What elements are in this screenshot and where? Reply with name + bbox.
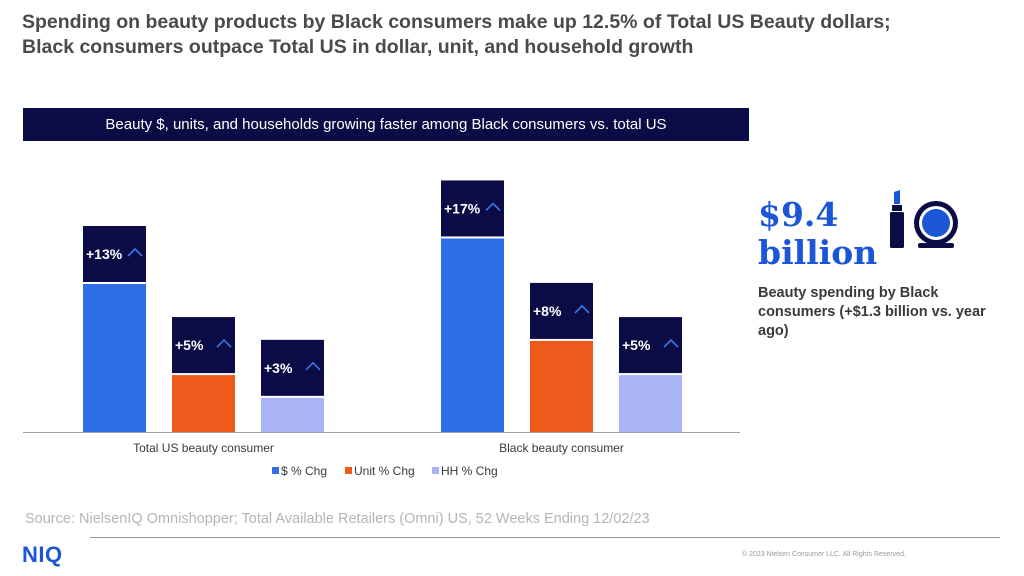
bar xyxy=(172,375,235,432)
title-line-1: Spending on beauty products by Black con… xyxy=(22,11,891,33)
increase-caret-icon xyxy=(305,361,321,371)
data-label: +5% xyxy=(622,337,651,353)
bar xyxy=(83,284,146,432)
legend-swatch xyxy=(432,467,439,474)
data-label: +17% xyxy=(444,200,481,216)
title-line-2: Black consumers outpace Total US in doll… xyxy=(22,36,694,58)
increase-caret-icon xyxy=(485,202,501,212)
bar xyxy=(530,340,593,432)
data-label: +13% xyxy=(86,246,123,262)
bar-label-box xyxy=(261,339,324,396)
legend-label: Unit % Chg xyxy=(354,464,415,478)
category-label: Total US beauty consumer xyxy=(133,441,274,455)
data-label: +5% xyxy=(175,337,204,353)
bar-label-box xyxy=(441,180,504,237)
legend-label: $ % Chg xyxy=(281,464,327,478)
lipstick-compact-icon xyxy=(886,188,962,250)
category-label: Black beauty consumer xyxy=(499,441,624,455)
increase-caret-icon xyxy=(663,338,679,348)
legend-swatch xyxy=(272,467,279,474)
bar-label-box xyxy=(619,317,682,374)
niq-logo: NIQ xyxy=(22,542,63,567)
bar-label-box xyxy=(172,317,235,374)
legend-label: HH % Chg xyxy=(441,464,498,478)
data-label: +3% xyxy=(264,360,293,376)
chart-banner: Beauty $, units, and households growing … xyxy=(23,108,749,141)
increase-caret-icon xyxy=(127,247,143,257)
spending-amount-value: $9.4 xyxy=(758,195,839,234)
page-title: Spending on beauty products by Black con… xyxy=(22,10,1012,60)
bar-label-box xyxy=(530,282,593,339)
bar xyxy=(261,397,324,432)
increase-caret-icon xyxy=(216,338,232,348)
spending-amount: $9.4 billion xyxy=(758,196,898,272)
copyright-note: © 2023 Nielsen Consumer LLC. All Rights … xyxy=(742,551,906,558)
bar-label-box xyxy=(83,226,146,282)
legend-swatch xyxy=(345,467,352,474)
increase-caret-icon xyxy=(574,304,590,314)
bar xyxy=(441,238,504,432)
source-note: Source: NielsenIQ Omnishopper; Total Ava… xyxy=(25,511,650,527)
footer-divider xyxy=(90,537,1000,538)
spending-amount-unit: billion xyxy=(758,233,878,272)
spending-description: Beauty spending by Black consumers (+$1.… xyxy=(758,285,986,339)
bar xyxy=(619,375,682,432)
data-label: +8% xyxy=(533,303,562,319)
